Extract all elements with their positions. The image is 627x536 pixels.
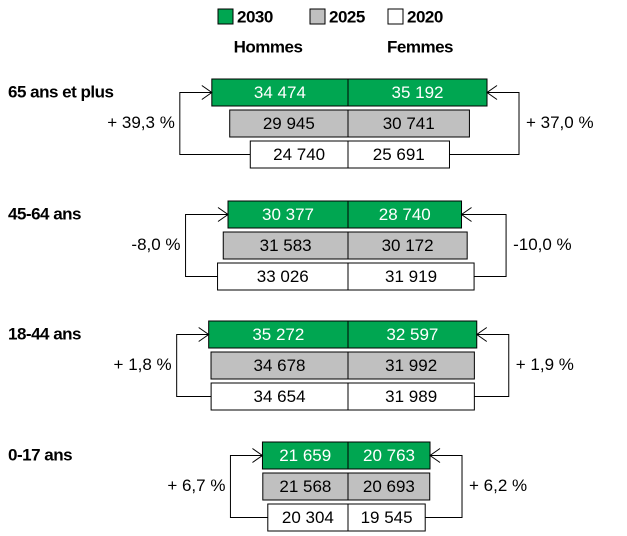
change-bracket — [449, 92, 520, 155]
change-bracket — [425, 455, 463, 518]
bar — [347, 351, 475, 380]
arrow-head — [217, 207, 229, 222]
value-label: 31 919 — [385, 267, 437, 286]
value-label: 25 691 — [373, 145, 425, 164]
bar — [347, 231, 468, 260]
bar — [347, 382, 475, 411]
bar — [210, 351, 349, 380]
side-header: Femmes — [387, 37, 453, 56]
value-label: 30 377 — [262, 205, 314, 224]
category-label: 65 ans et plus — [8, 82, 113, 101]
arrow-head — [198, 327, 210, 342]
value-label: 30 741 — [383, 114, 435, 133]
change-label: + 6,7 % — [167, 476, 225, 495]
value-label: 35 192 — [392, 83, 444, 102]
arrow-head — [460, 207, 472, 222]
bar — [211, 78, 349, 107]
bar — [347, 109, 470, 138]
value-label: 34 678 — [254, 356, 306, 375]
arrow-head — [429, 448, 441, 463]
value-label: 31 992 — [385, 356, 437, 375]
value-label: 21 568 — [279, 477, 331, 496]
bar — [347, 320, 478, 349]
value-label: 21 659 — [279, 446, 331, 465]
category-label: 0-17 ans — [8, 445, 72, 464]
legend-swatch — [217, 8, 234, 25]
arrow-head — [252, 448, 264, 463]
value-label: 34 654 — [254, 387, 306, 406]
value-label: 35 272 — [252, 325, 304, 344]
bar — [208, 320, 349, 349]
bar — [262, 472, 349, 501]
change-bracket — [185, 214, 229, 277]
bar — [347, 503, 426, 532]
legend-swatch — [309, 8, 326, 25]
value-label: 31 989 — [385, 387, 437, 406]
bar — [347, 472, 431, 501]
change-label: -8,0 % — [131, 235, 180, 254]
side-header: Hommes — [234, 37, 303, 56]
change-bracket — [179, 92, 251, 155]
change-label: + 37,0 % — [526, 113, 594, 132]
legend-label: 2025 — [329, 7, 365, 26]
change-bracket — [461, 214, 507, 277]
change-bracket — [474, 334, 510, 397]
change-label: + 6,2 % — [469, 476, 527, 495]
value-label: 24 740 — [273, 145, 325, 164]
value-label: 29 945 — [263, 114, 315, 133]
arrow-head — [201, 85, 213, 100]
change-label: -10,0 % — [513, 235, 572, 254]
category-label: 45-64 ans — [8, 204, 81, 223]
legend-swatch — [387, 8, 404, 25]
change-bracket — [176, 334, 212, 397]
bar — [249, 140, 349, 169]
bar — [210, 382, 349, 411]
value-label: 31 583 — [260, 236, 312, 255]
legend-label: 2030 — [237, 7, 273, 26]
bar — [347, 262, 475, 291]
value-label: 19 545 — [361, 508, 413, 527]
bar — [222, 231, 349, 260]
change-label: + 1,8 % — [114, 355, 172, 374]
value-label: 30 172 — [382, 236, 434, 255]
change-label: + 1,9 % — [516, 355, 574, 374]
value-label: 20 304 — [282, 508, 334, 527]
value-label: 32 597 — [386, 325, 438, 344]
arrow-head — [486, 85, 498, 100]
bar — [347, 140, 450, 169]
legend-label: 2020 — [407, 7, 443, 26]
category-label: 18-44 ans — [8, 324, 81, 343]
bar — [347, 78, 488, 107]
arrow-head — [475, 327, 488, 342]
bar — [347, 441, 431, 470]
value-label: 33 026 — [257, 267, 309, 286]
value-label: 20 693 — [363, 477, 415, 496]
bar — [229, 109, 349, 138]
change-bracket — [229, 455, 268, 518]
change-label: + 39,3 % — [107, 113, 175, 132]
bar — [261, 441, 349, 470]
value-label: 34 474 — [254, 83, 306, 102]
value-label: 28 740 — [379, 205, 431, 224]
value-label: 20 763 — [363, 446, 415, 465]
